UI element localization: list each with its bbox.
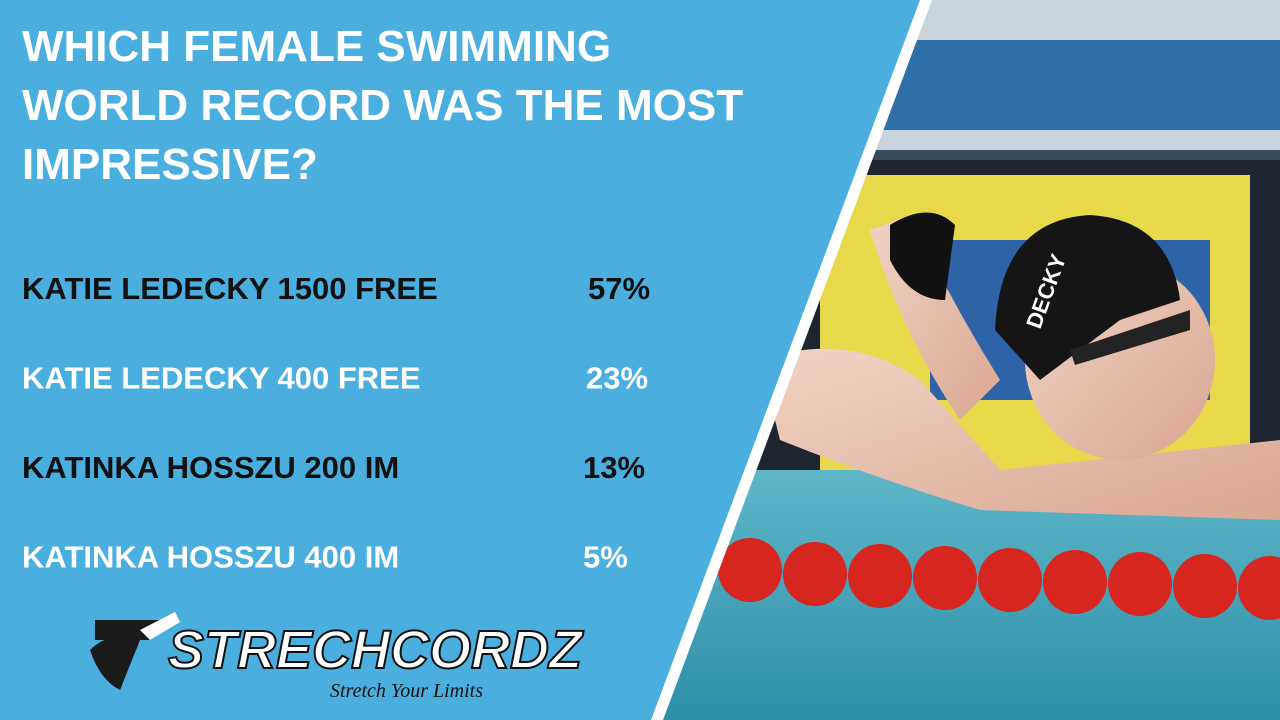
title-line: IMPRESSIVE? [22, 140, 318, 189]
photo: DECKY [640, 0, 1280, 720]
results: KATIE LEDECKY 1500 FREE 57% KATIE LEDECKY … [22, 271, 650, 575]
result-percent: 5% [583, 540, 628, 575]
logo-tagline: Stretch Your Limits [330, 680, 483, 702]
blue-panel [0, 0, 920, 720]
title-line: WHICH FEMALE SWIMMING [22, 22, 611, 71]
result-label: KATINKA HOSSZU 200 IM [22, 450, 399, 485]
result-percent: 13% [583, 450, 645, 485]
result-label: KATIE LEDECKY 400 FREE [22, 361, 421, 396]
logo-brand: STRECHCORDZ [168, 620, 584, 680]
title-line: WORLD RECORD WAS THE MOST [22, 81, 743, 130]
result-label: KATIE LEDECKY 1500 FREE [22, 271, 438, 306]
result-percent: 23% [586, 361, 648, 396]
title: WHICH FEMALE SWIMMING WORLD RECORD WAS TH… [22, 22, 743, 189]
result-percent: 57% [588, 271, 650, 306]
result-label: KATINKA HOSSZU 400 IM [22, 540, 399, 575]
logo: STRECHCORDZ Stretch Your Limits [90, 612, 585, 702]
